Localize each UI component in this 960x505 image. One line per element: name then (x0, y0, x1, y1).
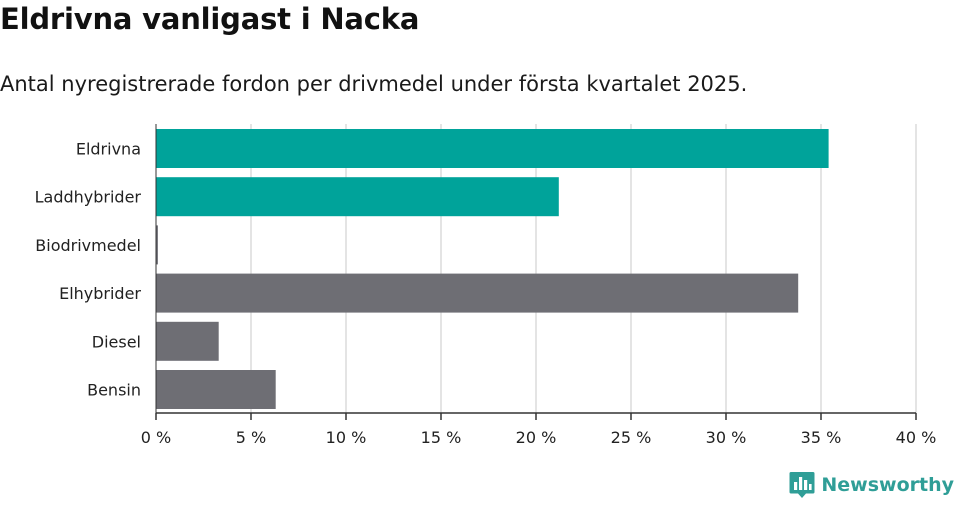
newsworthy-logo-icon (789, 472, 815, 498)
x-tick-label: 35 % (801, 428, 842, 447)
category-label: Elhybrider (59, 284, 141, 303)
brand: Newsworthy (789, 471, 954, 499)
bar-laddhybrider (156, 177, 559, 217)
category-label: Biodrivmedel (35, 236, 141, 255)
category-label: Diesel (92, 332, 141, 351)
bars (156, 129, 829, 409)
x-tick-label: 0 % (141, 428, 171, 447)
category-label: Bensin (87, 381, 141, 400)
x-tick-label: 10 % (326, 428, 367, 447)
grid-lines (250, 124, 917, 413)
x-tick-label: 40 % (896, 428, 937, 447)
brand-name: Newsworthy (821, 474, 954, 496)
category-labels: Eldrivna Laddhybrider Biodrivmedel Elhybrid… (35, 140, 142, 400)
x-tick-label: 5 % (236, 428, 266, 447)
bar-diesel (156, 321, 219, 361)
bar-elhybrider (156, 273, 799, 313)
x-tick-label: 20 % (516, 428, 557, 447)
x-tick-label: 30 % (706, 428, 747, 447)
bar-eldrivna (156, 129, 829, 168)
chart-title: Eldrivna vanligast i Nacka (0, 2, 420, 36)
x-tick-label: 25 % (611, 428, 652, 447)
bar-biodrivmedel (156, 225, 158, 265)
category-label: Laddhybrider (35, 188, 142, 207)
chart-subtitle: Antal nyregistrerade fordon per drivmede… (0, 72, 748, 96)
x-axis: 0 % 5 % 10 % 15 % 20 % 25 % 30 % 35 % 40 % (141, 124, 937, 447)
x-tick-label: 15 % (421, 428, 462, 447)
bar-bensin (156, 370, 276, 409)
category-label: Eldrivna (76, 140, 141, 159)
